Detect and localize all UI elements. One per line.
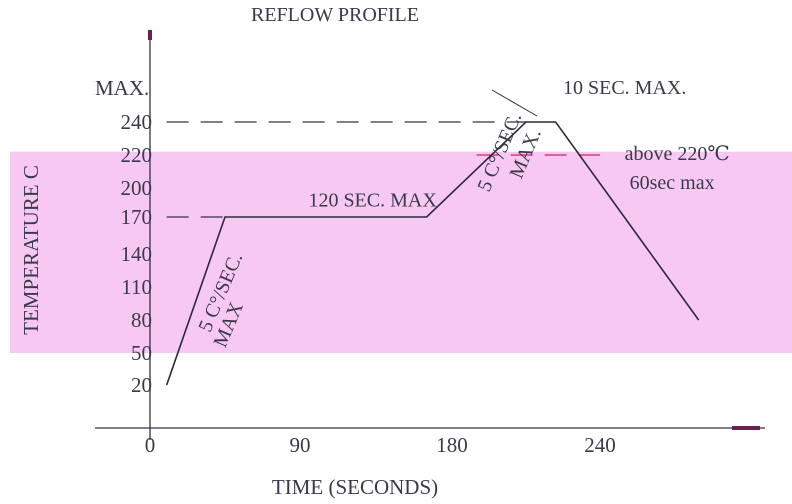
series-layer [165,89,700,386]
y-axis-label: TEMPERATURE C [19,165,43,335]
y-tick-label: 80 [131,308,152,332]
chart-title: REFLOW PROFILE [251,4,419,26]
y-tick-label: 140 [121,242,153,266]
y-tick-label: 220 [121,143,153,167]
profile-line [165,121,700,386]
annotation-label: above 220℃ [625,143,730,165]
annotation-label: 120 SEC. MAX [308,189,437,211]
y-axis-arrow-marker [148,30,152,40]
x-tick-label: 90 [290,433,311,457]
y-tick-label: 240 [121,110,153,134]
x-tick-label: 0 [145,433,156,457]
x-axis-arrow-marker [732,426,760,430]
y-tick-label: 110 [121,275,152,299]
highlight-band-layer [10,151,792,353]
y-tick-label: 20 [131,373,152,397]
y-max-label: MAX. [95,76,149,100]
x-tick-label: 180 [436,433,468,457]
x-axis-label: TIME (SECONDS) [272,475,438,499]
tick-labels-layer: 0 90 180 240 20 50 80 110 140 170 200 220 240 [121,110,616,457]
axes-layer [95,30,765,440]
x-tick-label: 240 [584,433,616,457]
annotation-label: 10 SEC. MAX. [563,77,686,99]
peak-callout-leader [491,89,538,117]
y-tick-label: 200 [121,176,153,200]
annotation-label: 60sec max [630,172,715,194]
y-tick-label: 50 [131,341,152,365]
highlight-band [10,151,792,353]
y-tick-label: 170 [121,205,153,229]
